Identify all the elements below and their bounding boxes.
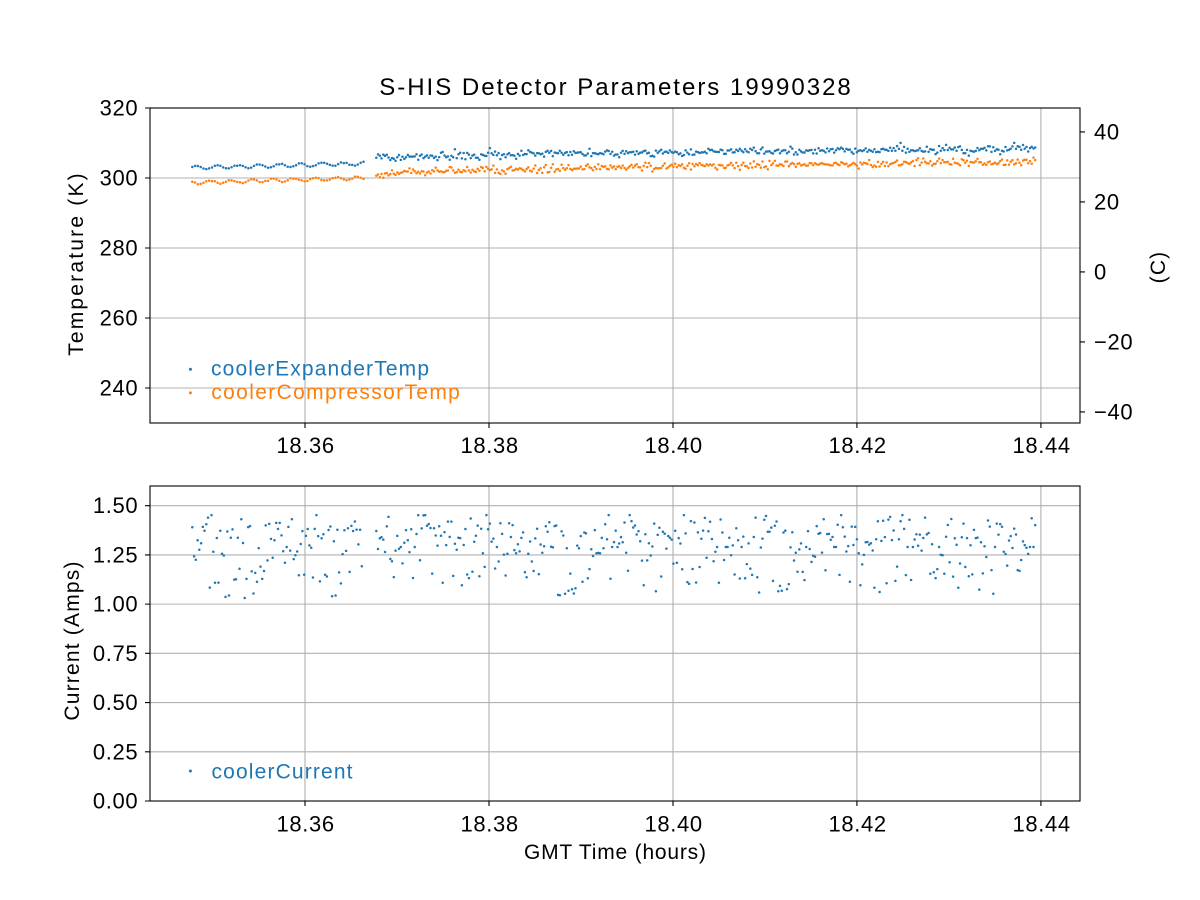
svg-text:GMT Time (hours): GMT Time (hours) [524, 841, 707, 864]
svg-text:coolerCompressorTemp: coolerCompressorTemp [211, 381, 461, 404]
svg-text:S-HIS Detector Parameters 1999: S-HIS Detector Parameters 19990328 [379, 74, 853, 101]
svg-text:1.00: 1.00 [93, 592, 138, 617]
svg-text:coolerCurrent: coolerCurrent [212, 761, 354, 784]
svg-text:1.25: 1.25 [93, 542, 138, 567]
svg-text:18.42: 18.42 [828, 433, 886, 458]
svg-text:300: 300 [100, 166, 139, 191]
svg-text:18.40: 18.40 [644, 433, 702, 458]
svg-text:18.42: 18.42 [828, 812, 886, 837]
svg-text:280: 280 [100, 236, 139, 261]
svg-text:1.50: 1.50 [93, 493, 138, 518]
svg-text:18.40: 18.40 [644, 812, 702, 837]
svg-text:0.00: 0.00 [93, 789, 138, 814]
svg-text:(C): (C) [1147, 251, 1170, 284]
svg-text:−20: −20 [1094, 330, 1133, 355]
svg-text:0.75: 0.75 [93, 641, 138, 666]
svg-text:0.25: 0.25 [93, 739, 138, 764]
svg-text:260: 260 [100, 306, 139, 331]
svg-text:coolerExpanderTemp: coolerExpanderTemp [211, 358, 430, 381]
svg-text:−40: −40 [1094, 400, 1133, 425]
svg-text:18.36: 18.36 [276, 433, 334, 458]
svg-text:18.38: 18.38 [460, 812, 518, 837]
svg-text:18.44: 18.44 [1012, 433, 1070, 458]
svg-text:18.36: 18.36 [276, 812, 334, 837]
svg-text:18.38: 18.38 [460, 433, 518, 458]
svg-text:20: 20 [1094, 190, 1120, 215]
svg-text:Temperature (K): Temperature (K) [65, 171, 88, 356]
svg-text:18.44: 18.44 [1012, 812, 1070, 837]
svg-text:320: 320 [100, 96, 139, 121]
svg-text:0.50: 0.50 [93, 690, 138, 715]
svg-text:240: 240 [100, 376, 139, 401]
svg-text:0: 0 [1094, 260, 1107, 285]
svg-text:Current (Amps): Current (Amps) [61, 560, 84, 720]
svg-text:40: 40 [1094, 120, 1120, 145]
